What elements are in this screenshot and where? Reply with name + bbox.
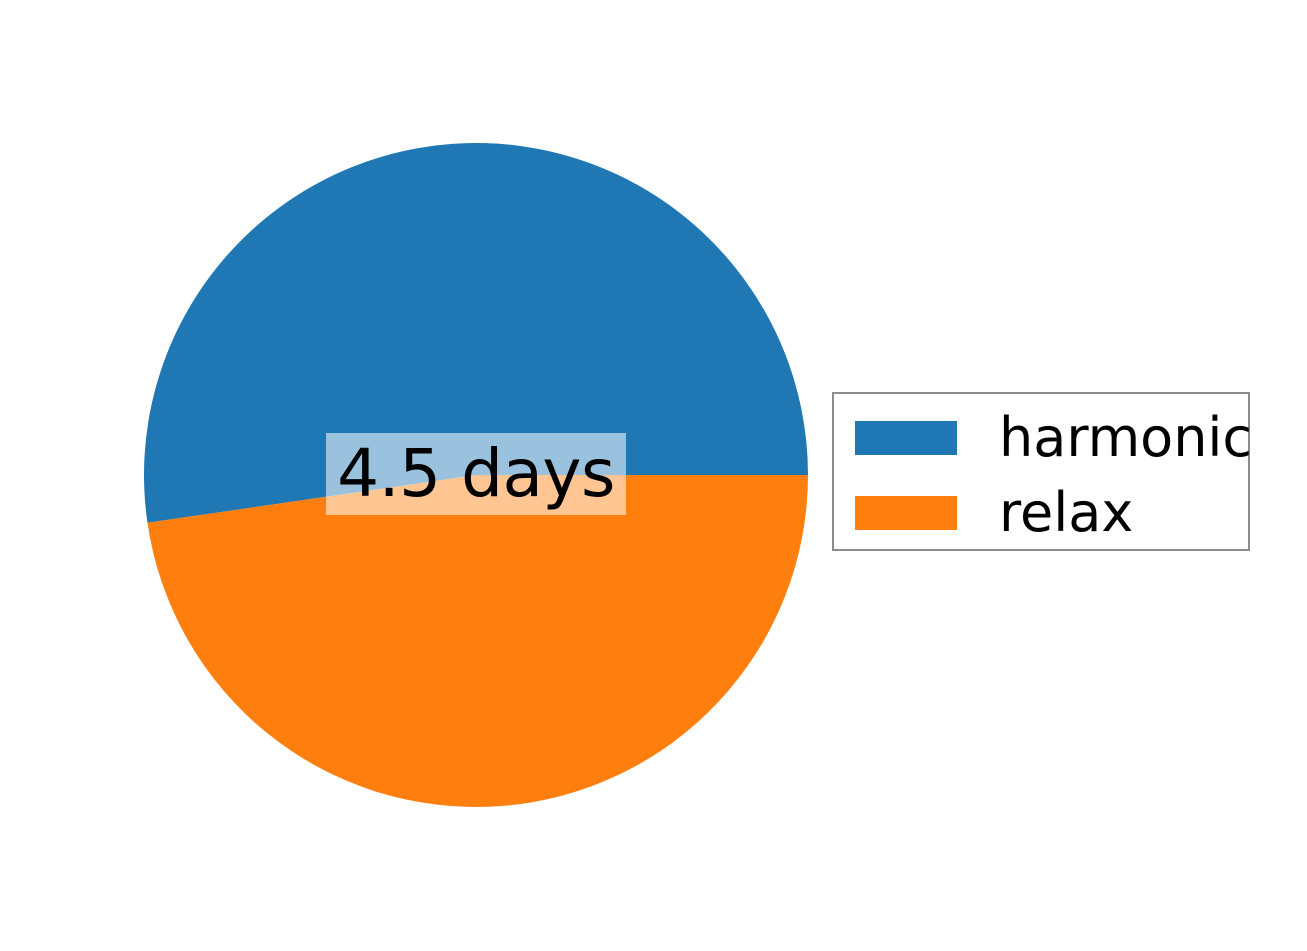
pie-wedge-group [143, 143, 809, 808]
legend-color-swatch-relax [855, 496, 957, 530]
chart-legend: harmonic relax [832, 392, 1252, 551]
legend-color-swatch-harmonic [855, 421, 957, 455]
pie-slice-harmonic[interactable] [143, 143, 809, 523]
legend-label-harmonic: harmonic [999, 406, 1253, 469]
pie-center-label-text: 4.5 days [337, 435, 615, 512]
pie-slice-relax[interactable] [147, 475, 808, 808]
legend-entry-relax[interactable]: relax [834, 482, 1248, 544]
legend-entry-harmonic[interactable]: harmonic [834, 407, 1252, 469]
legend-label-relax: relax [999, 481, 1134, 544]
pie-center-label: 4.5 days [326, 433, 626, 515]
